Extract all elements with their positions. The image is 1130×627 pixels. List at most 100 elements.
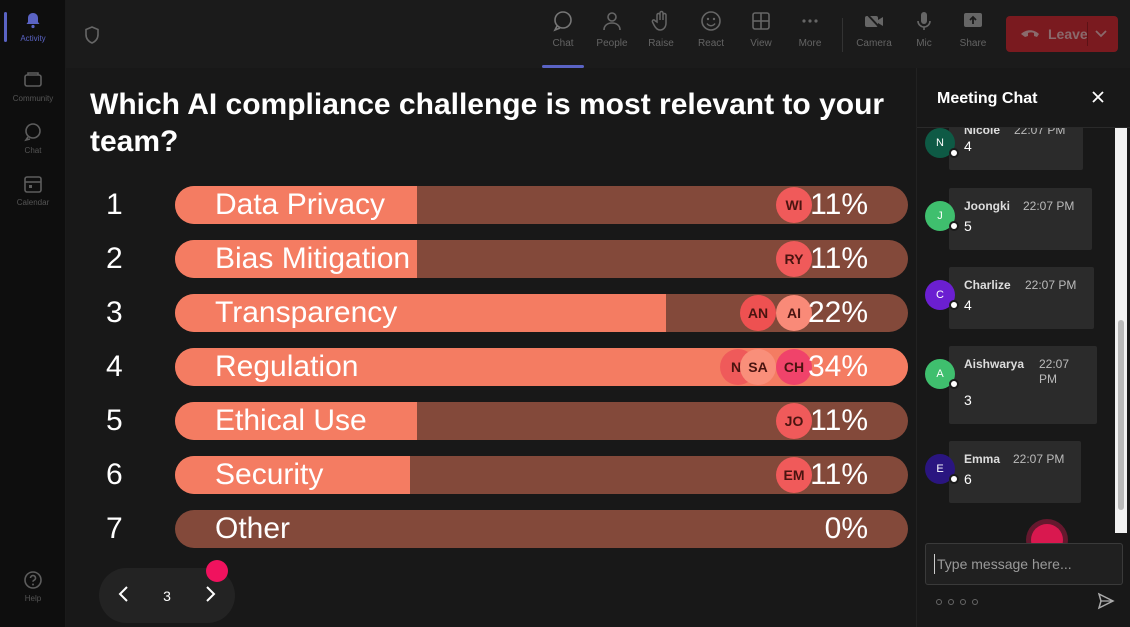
- message-compose[interactable]: [925, 543, 1123, 585]
- voter-avatars: EM: [776, 457, 812, 493]
- voter-avatars: JO: [776, 403, 812, 439]
- voter-avatars: CH SA NI: [720, 349, 812, 385]
- people-button-label: People: [596, 38, 628, 49]
- help-icon: [23, 570, 43, 590]
- close-icon[interactable]: [1091, 90, 1105, 109]
- message-input[interactable]: [934, 554, 1114, 574]
- option-bar: Data Privacy WI 11%: [175, 186, 908, 224]
- message-time: 22:07 PM: [1023, 199, 1075, 213]
- scrollbar-thumb[interactable]: [1118, 320, 1124, 510]
- leave-button-label: Leave: [1048, 26, 1088, 42]
- meeting-chat-panel: Meeting Chat Nicole 22:07 PM 4 N Joongki 22:0…: [916, 68, 1130, 627]
- message-bubble: Aishwarya 22:07 PM 3: [949, 346, 1097, 424]
- poll-option: 7 Other 0%: [66, 510, 916, 548]
- poll-option: 6 Security EM 11%: [66, 456, 916, 494]
- rail-label: Help: [24, 594, 42, 603]
- rail-item-activity[interactable]: Activity: [0, 0, 66, 56]
- calendar-icon: [23, 174, 43, 194]
- option-label: Bias Mitigation: [215, 242, 411, 275]
- more-dots-icon: [799, 10, 821, 32]
- sender-name: Emma: [964, 452, 1001, 466]
- raise-hand-button[interactable]: Raise: [641, 10, 681, 60]
- option-number: 3: [106, 296, 123, 329]
- more-button-label: More: [798, 38, 822, 49]
- chat-icon: [552, 10, 574, 32]
- app-rail: Activity Community Chat Calendar Help: [0, 0, 66, 627]
- option-number: 4: [106, 350, 123, 383]
- avatar[interactable]: CH: [776, 349, 812, 385]
- sender-name: Charlize: [964, 278, 1011, 292]
- message-text: 6: [964, 471, 972, 487]
- avatar[interactable]: EM: [776, 457, 812, 493]
- option-bar: Security EM 11%: [175, 456, 908, 494]
- voter-avatars: WI: [776, 187, 812, 223]
- chat-button[interactable]: Chat: [542, 10, 584, 68]
- chat-icon: [23, 122, 43, 142]
- formatting-icons[interactable]: [935, 598, 983, 608]
- chevron-right-icon[interactable]: [203, 585, 217, 606]
- avatar[interactable]: SA: [740, 349, 776, 385]
- bell-icon: [23, 10, 43, 30]
- chat-messages: Nicole 22:07 PM 4 N Joongki 22:07 PM 5 J Charliz…: [917, 128, 1113, 533]
- message-text: 4: [964, 138, 972, 154]
- rail-item-calendar[interactable]: Calendar: [0, 164, 66, 220]
- mic-icon: [913, 10, 935, 32]
- send-icon[interactable]: [1097, 592, 1115, 615]
- sender-name: Joongki: [964, 199, 1011, 213]
- chevron-left-icon[interactable]: [117, 585, 131, 606]
- mic-button[interactable]: Mic: [904, 10, 944, 60]
- react-button-label: React: [697, 38, 725, 49]
- message-bubble: Nicole 22:07 PM 4: [949, 128, 1083, 170]
- presence-dot: [949, 221, 959, 231]
- sender-name: Nicole: [964, 128, 1001, 137]
- option-number: 2: [106, 242, 123, 275]
- people-button[interactable]: People: [592, 10, 632, 60]
- share-button[interactable]: Share: [953, 10, 993, 60]
- poll-option: 5 Ethical Use JO 11%: [66, 402, 916, 440]
- message-text: 4: [964, 297, 972, 313]
- leave-button[interactable]: Leave: [1006, 16, 1118, 52]
- option-percent: 11%: [810, 242, 868, 275]
- react-button[interactable]: React: [691, 10, 731, 60]
- chevron-down-icon[interactable]: [1094, 26, 1108, 43]
- message-bubble: Emma 22:07 PM 6: [949, 441, 1081, 503]
- hang-up-icon: [1020, 26, 1040, 42]
- mic-button-label: Mic: [916, 38, 932, 49]
- avatar[interactable]: AI: [776, 295, 812, 331]
- rail-label: Activity: [20, 34, 46, 43]
- rail-item-chat[interactable]: Chat: [0, 112, 66, 168]
- presence-dot: [949, 148, 959, 158]
- avatar[interactable]: JO: [776, 403, 812, 439]
- rail-item-community[interactable]: Community: [0, 60, 66, 116]
- chat-scrollbar[interactable]: [1115, 128, 1127, 533]
- chat-header: Meeting Chat: [917, 68, 1130, 128]
- poll-results: Which AI compliance challenge is most re…: [66, 68, 916, 627]
- poll-option: 4 Regulation CH SA NI 34%: [66, 348, 916, 386]
- hand-icon: [650, 10, 672, 32]
- meeting-toolbar: Chat People Raise React View More: [66, 0, 1130, 68]
- message-time: 22:07 PM: [1025, 278, 1077, 292]
- camera-button[interactable]: Camera: [854, 10, 894, 60]
- shield-icon[interactable]: [84, 25, 100, 50]
- option-label: Other: [215, 512, 291, 545]
- option-bar-fill: [175, 240, 417, 278]
- camera-button-label: Camera: [856, 38, 892, 49]
- option-percent: 11%: [810, 188, 868, 221]
- avatar[interactable]: WI: [776, 187, 812, 223]
- share-screen-icon: [962, 10, 984, 32]
- avatar[interactable]: AN: [740, 295, 776, 331]
- chat-title: Meeting Chat: [937, 90, 1038, 107]
- option-percent: 22%: [807, 296, 868, 329]
- community-icon: [23, 70, 43, 90]
- view-button-label: View: [750, 38, 772, 49]
- option-percent: 11%: [810, 458, 868, 491]
- option-percent: 0%: [824, 512, 868, 545]
- rail-item-help[interactable]: Help: [0, 560, 66, 616]
- more-button[interactable]: More: [790, 10, 830, 60]
- message-bubble: Joongki 22:07 PM 5: [949, 188, 1092, 250]
- message-time: 22:07 PM: [1014, 128, 1066, 137]
- avatar[interactable]: C: [925, 280, 955, 310]
- message-text: 3: [964, 392, 972, 408]
- view-button[interactable]: View: [741, 10, 781, 60]
- avatar[interactable]: RY: [776, 241, 812, 277]
